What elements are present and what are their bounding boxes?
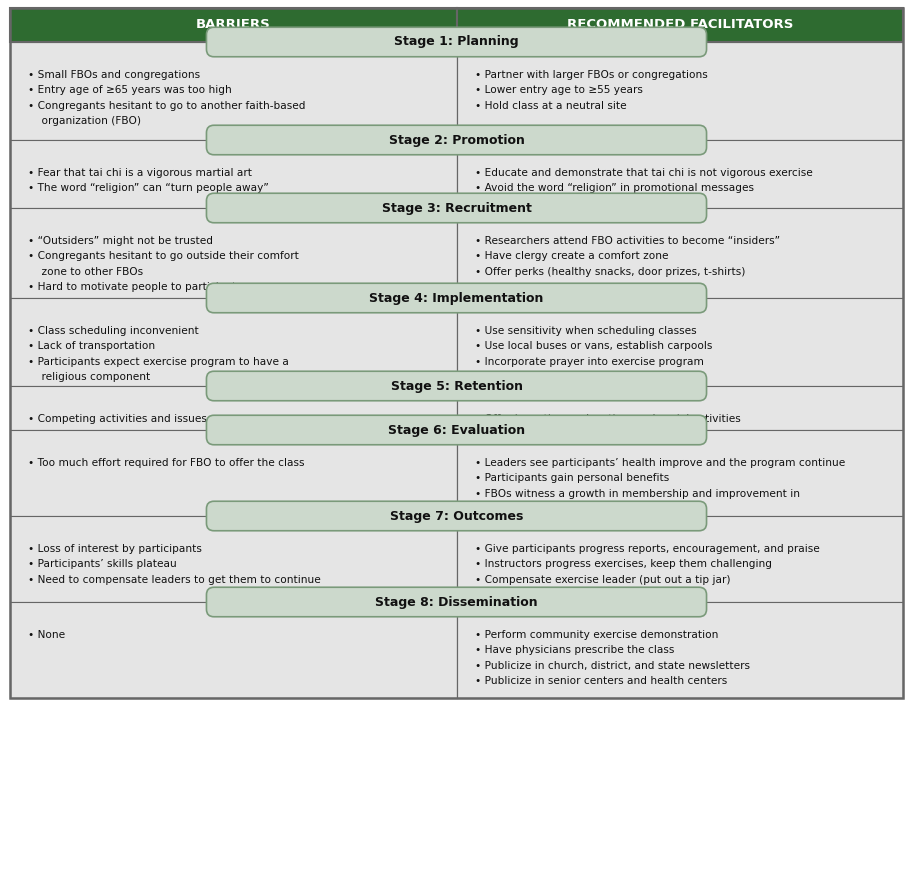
Text: • Class scheduling inconvenient: • Class scheduling inconvenient [28, 326, 199, 336]
Text: • Partner with larger FBOs or congregations: • Partner with larger FBOs or congregati… [475, 70, 708, 79]
Text: • Small FBOs and congregations: • Small FBOs and congregations [28, 70, 200, 79]
Text: participants’ health: participants’ health [475, 504, 592, 514]
FancyBboxPatch shape [206, 194, 707, 222]
FancyBboxPatch shape [206, 126, 707, 154]
Text: • Loss of interest by participants: • Loss of interest by participants [28, 544, 202, 554]
FancyBboxPatch shape [10, 430, 456, 516]
Text: Stage 6: Evaluation: Stage 6: Evaluation [388, 424, 525, 437]
FancyBboxPatch shape [456, 602, 903, 698]
Text: religious component: religious component [28, 372, 151, 382]
Text: • Have physicians prescribe the class: • Have physicians prescribe the class [475, 645, 674, 655]
Text: • Have clergy create a comfort zone: • Have clergy create a comfort zone [475, 251, 668, 262]
Text: • Leaders see participants’ health improve and the program continue: • Leaders see participants’ health impro… [475, 458, 845, 467]
FancyBboxPatch shape [456, 140, 903, 208]
FancyBboxPatch shape [10, 298, 456, 386]
Text: • Instructors progress exercises, keep them challenging: • Instructors progress exercises, keep t… [475, 559, 771, 569]
Text: • Give participants progress reports, encouragement, and praise: • Give participants progress reports, en… [475, 544, 819, 554]
FancyBboxPatch shape [10, 42, 456, 140]
Text: RECOMMENDED FACILITATORS: RECOMMENDED FACILITATORS [567, 18, 792, 31]
FancyBboxPatch shape [10, 602, 456, 698]
Text: Stage 7: Outcomes: Stage 7: Outcomes [390, 509, 523, 522]
FancyBboxPatch shape [456, 8, 903, 42]
Text: zone to other FBOs: zone to other FBOs [28, 267, 143, 276]
Text: • Publicize in senior centers and health centers: • Publicize in senior centers and health… [475, 677, 727, 686]
FancyBboxPatch shape [206, 501, 707, 531]
Text: • Congregants hesitant to go to another faith-based: • Congregants hesitant to go to another … [28, 101, 306, 111]
FancyBboxPatch shape [10, 8, 456, 42]
FancyBboxPatch shape [206, 371, 707, 401]
FancyBboxPatch shape [456, 42, 903, 140]
Text: • Publicize in church, district, and state newsletters: • Publicize in church, district, and sta… [475, 661, 750, 671]
Text: • “Outsiders” might not be trusted: • “Outsiders” might not be trusted [28, 235, 213, 246]
Text: organization (FBO): organization (FBO) [28, 116, 141, 126]
Text: Stage 1: Planning: Stage 1: Planning [394, 36, 519, 49]
Text: Stage 2: Promotion: Stage 2: Promotion [389, 133, 524, 146]
Text: • FBOs witness a growth in membership and improvement in: • FBOs witness a growth in membership an… [475, 488, 800, 499]
Text: Stage 8: Dissemination: Stage 8: Dissemination [375, 596, 538, 609]
Text: • Need to compensate leaders to get them to continue: • Need to compensate leaders to get them… [28, 575, 320, 585]
FancyBboxPatch shape [456, 430, 903, 516]
FancyBboxPatch shape [456, 386, 903, 430]
Text: • Lack of transportation: • Lack of transportation [28, 341, 155, 351]
Text: • Offer incentives, education, and social activities: • Offer incentives, education, and socia… [475, 413, 740, 424]
Text: • Lower entry age to ≥55 years: • Lower entry age to ≥55 years [475, 85, 643, 95]
Text: Stage 4: Implementation: Stage 4: Implementation [370, 291, 543, 304]
FancyBboxPatch shape [456, 208, 903, 298]
Text: • Hard to motivate people to participate: • Hard to motivate people to participate [28, 283, 243, 292]
Text: • Use sensitivity when scheduling classes: • Use sensitivity when scheduling classe… [475, 326, 696, 336]
Text: • Use local buses or vans, establish carpools: • Use local buses or vans, establish car… [475, 341, 712, 351]
Text: • The word “religion” can “turn people away”: • The word “religion” can “turn people a… [28, 183, 268, 194]
Text: BARRIERS: BARRIERS [196, 18, 270, 31]
Text: • Perform community exercise demonstration: • Perform community exercise demonstrati… [475, 630, 718, 640]
Text: • Incorporate prayer into exercise program: • Incorporate prayer into exercise progr… [475, 357, 703, 367]
Text: • Educate and demonstrate that tai chi is not vigorous exercise: • Educate and demonstrate that tai chi i… [475, 167, 813, 178]
Text: • None: • None [28, 630, 65, 640]
FancyBboxPatch shape [10, 208, 456, 298]
FancyBboxPatch shape [456, 298, 903, 386]
FancyBboxPatch shape [10, 140, 456, 208]
Text: • Hold class at a neutral site: • Hold class at a neutral site [475, 101, 626, 111]
Text: • Participants’ skills plateau: • Participants’ skills plateau [28, 559, 177, 569]
FancyBboxPatch shape [206, 27, 707, 57]
FancyBboxPatch shape [206, 587, 707, 617]
Text: • Participants expect exercise program to have a: • Participants expect exercise program t… [28, 357, 289, 367]
Text: Stage 5: Retention: Stage 5: Retention [391, 379, 522, 392]
FancyBboxPatch shape [10, 516, 456, 602]
Text: • Offer perks (healthy snacks, door prizes, t-shirts): • Offer perks (healthy snacks, door priz… [475, 267, 745, 276]
Text: Stage 3: Recruitment: Stage 3: Recruitment [382, 201, 531, 215]
Text: • Researchers attend FBO activities to become “insiders”: • Researchers attend FBO activities to b… [475, 235, 780, 246]
Text: • Too much effort required for FBO to offer the class: • Too much effort required for FBO to of… [28, 458, 305, 467]
Text: • Competing activities and issues: • Competing activities and issues [28, 413, 207, 424]
FancyBboxPatch shape [456, 516, 903, 602]
Text: • Congregants hesitant to go outside their comfort: • Congregants hesitant to go outside the… [28, 251, 299, 262]
Text: • Compensate exercise leader (put out a tip jar): • Compensate exercise leader (put out a … [475, 575, 730, 585]
Text: • Entry age of ≥65 years was too high: • Entry age of ≥65 years was too high [28, 85, 232, 95]
Text: • Fear that tai chi is a vigorous martial art: • Fear that tai chi is a vigorous martia… [28, 167, 252, 178]
FancyBboxPatch shape [206, 415, 707, 445]
Text: • Avoid the word “religion” in promotional messages: • Avoid the word “religion” in promotion… [475, 183, 753, 194]
FancyBboxPatch shape [10, 386, 456, 430]
FancyBboxPatch shape [206, 283, 707, 313]
Text: • Participants gain personal benefits: • Participants gain personal benefits [475, 473, 668, 483]
